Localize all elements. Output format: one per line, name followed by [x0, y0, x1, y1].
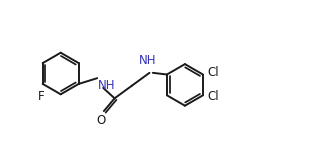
Text: NH: NH	[139, 54, 156, 67]
Text: Cl: Cl	[207, 66, 219, 79]
Text: NH: NH	[98, 79, 115, 92]
Text: O: O	[96, 114, 105, 127]
Text: F: F	[38, 90, 44, 103]
Text: Cl: Cl	[207, 90, 219, 103]
